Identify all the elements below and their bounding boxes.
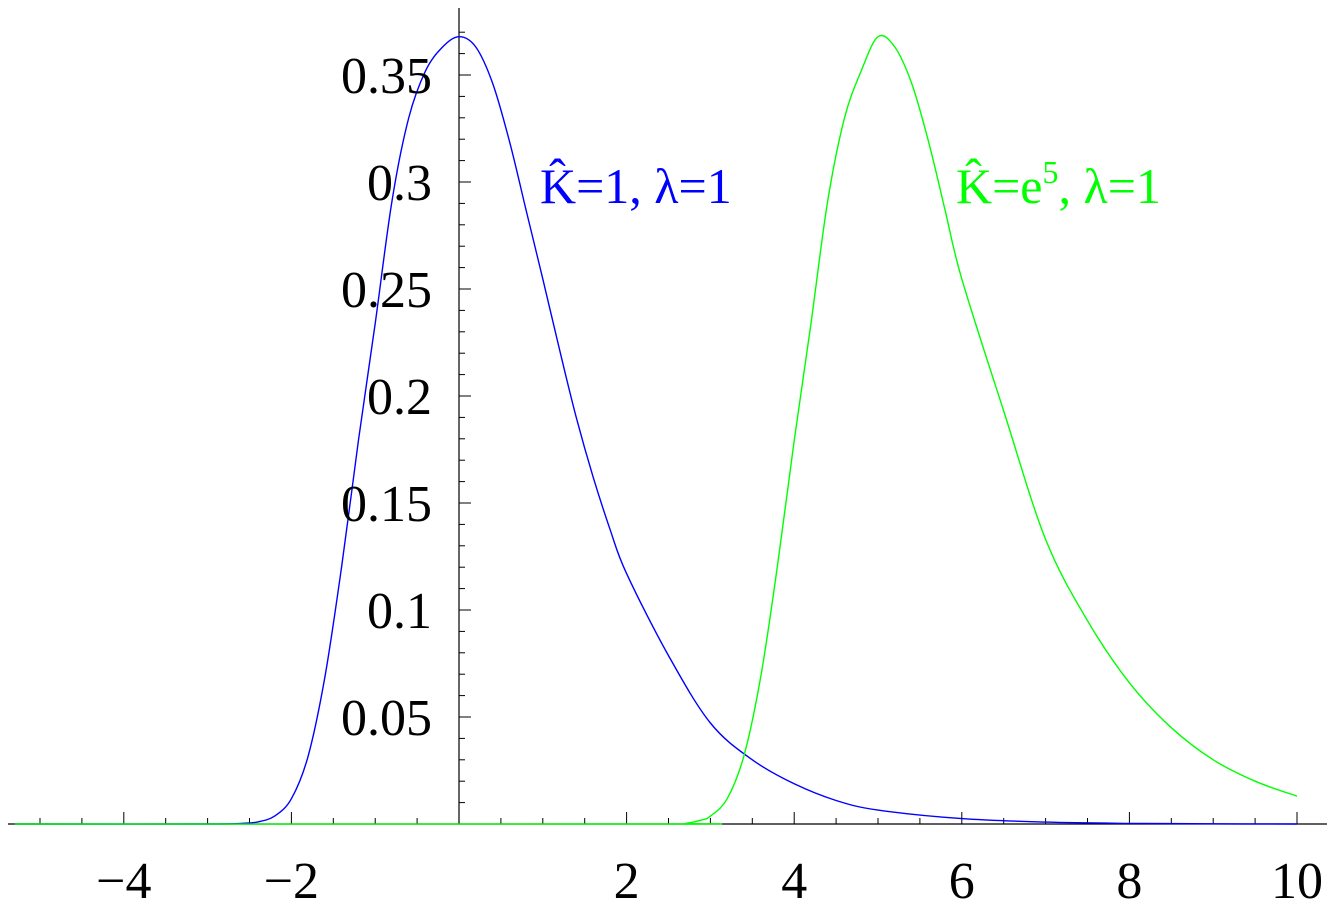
y-tick-label: 0.15: [341, 476, 432, 533]
x-tick-label: 8: [1116, 853, 1142, 909]
y-tick-label: 0.1: [367, 583, 432, 640]
x-tick-label: −4: [96, 853, 151, 909]
x-tick-label: −2: [264, 853, 319, 909]
x-tick-label: 6: [949, 853, 975, 909]
axes: [8, 8, 1327, 825]
annotation-green-text-a: K̂=e: [956, 157, 1043, 214]
annotation-blue-text: K̂=1, λ=1: [540, 157, 732, 214]
tick-labels: −4 −2 2 4 6 8 10 0.05 0.1 0.15 0.2 0.25 0.3 0.35: [96, 48, 1323, 909]
x-tick-label: 2: [614, 853, 640, 909]
y-tick-label: 0.3: [367, 155, 432, 212]
annotation-green-superscript: 5: [1043, 154, 1059, 190]
series-line-1: [14, 35, 1298, 825]
x-tick-label: 10: [1271, 853, 1323, 909]
y-tick-label: 0.35: [341, 48, 432, 105]
annotation-green: K̂=e5, λ=1: [956, 154, 1161, 214]
y-tick-label: 0.2: [367, 369, 432, 426]
x-tick-label: 4: [781, 853, 807, 909]
series-line-2: [14, 34, 1298, 825]
curves: [14, 34, 1298, 825]
annotation-green-text-b: , λ=1: [1059, 158, 1161, 214]
annotation-blue: K̂=1, λ=1: [540, 157, 732, 214]
y-tick-label: 0.25: [341, 262, 432, 319]
y-tick-label: 0.05: [341, 690, 432, 747]
